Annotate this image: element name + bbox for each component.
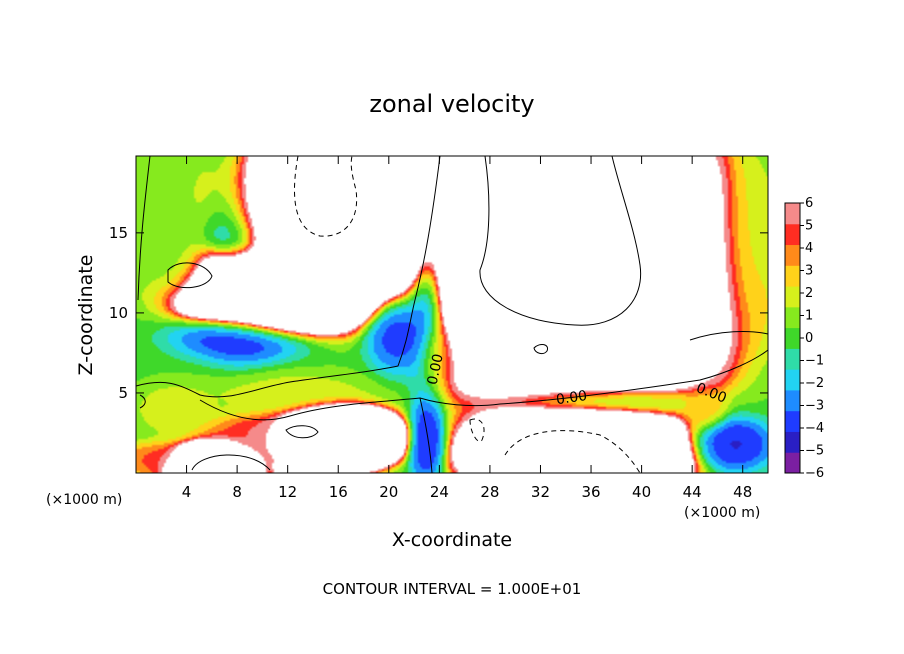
contour-labels: 0.00 0.00 0.00 [425,352,729,408]
contour-line [469,418,485,442]
plot-frame [135,155,769,474]
colorbar-segment [785,203,800,225]
colorbar-segment [785,286,800,308]
colorbar-segment [785,452,800,474]
y-axis-label: Z-coordinate [75,255,97,376]
contour-line [191,454,271,471]
colorbar-segment [785,369,800,391]
colorbar-tick-label: −3 [805,399,824,414]
colorbar-tick-label: 0 [805,331,813,346]
colorbar-segment [785,348,800,370]
colorbar-tick-label: −6 [805,466,824,481]
x-unit-label-right: (×1000 m) [684,505,760,521]
x-tick-label: 20 [379,483,398,501]
x-tick-label: 40 [632,483,651,501]
colorbar-tick-label: 6 [805,196,813,211]
colorbar-tick-label: 5 [805,219,813,234]
colorbar-segment [785,244,800,266]
velocity-field [136,156,768,473]
x-tick-label: 4 [182,483,192,501]
x-axis-label: X-coordinate [392,529,512,551]
colorbar-tick-label: 4 [805,241,813,256]
x-axis: 4 8 12 16 20 24 28 32 36 40 44 48 [182,156,752,501]
x-tick-label: 16 [329,483,348,501]
contour-line [293,156,358,237]
contour-line [504,430,641,473]
contour-line [419,349,768,407]
x-tick-label: 44 [683,483,702,501]
colorbar-tick-label: −4 [805,421,824,436]
y-tick-label: 15 [109,224,128,242]
contour-line [136,156,441,398]
contour-line [199,397,433,473]
contour-line [479,156,642,326]
colorbar-segment [785,431,800,453]
y-axis: 5 10 15 [109,224,768,402]
x-unit-label-left: (×1000 m) [46,492,122,508]
y-tick-label: 5 [118,384,128,402]
contour-line [689,331,768,341]
x-tick-label: 24 [430,483,449,501]
x-tick-label: 32 [531,483,550,501]
colorbar-segment [785,306,800,329]
colorbar-segment [785,265,800,287]
contour-line [139,394,146,409]
colorbar-tick-label: −1 [805,354,824,369]
plot-area [136,156,768,473]
x-tick-label: 12 [278,483,297,501]
contour-line [137,156,151,301]
colorbar-tick-label: −5 [805,444,824,459]
contour-label: 0.00 [425,352,447,386]
y-tick-label: 10 [109,304,128,322]
x-tick-label: 8 [232,483,242,501]
colorbar-segment [785,410,800,432]
contour-line [167,262,213,289]
zero-contours [136,156,768,473]
colorbar-tick-label: −2 [805,376,824,391]
contour-line [533,343,549,355]
x-tick-label: 36 [581,483,600,501]
x-tick-label: 28 [480,483,499,501]
colorbar: 6 5 4 3 2 1 0 −1 −2 −3 −4 −5 −6 [784,196,824,481]
colorbar-segment [785,327,800,349]
colorbar-tick-label: 1 [805,309,813,324]
colorbar-segment [785,389,800,412]
chart-title: zonal velocity [369,90,534,118]
negative-contours [293,156,641,473]
x-tick-label: 48 [733,483,752,501]
colorbar-tick-label: 2 [805,286,813,301]
contour-interval-note: CONTOUR INTERVAL = 1.000E+01 [323,580,582,598]
contour-label: 0.00 [555,388,588,408]
contour-line [285,425,319,439]
colorbar-segment [785,223,800,246]
colorbar-tick-label: 3 [805,264,813,279]
